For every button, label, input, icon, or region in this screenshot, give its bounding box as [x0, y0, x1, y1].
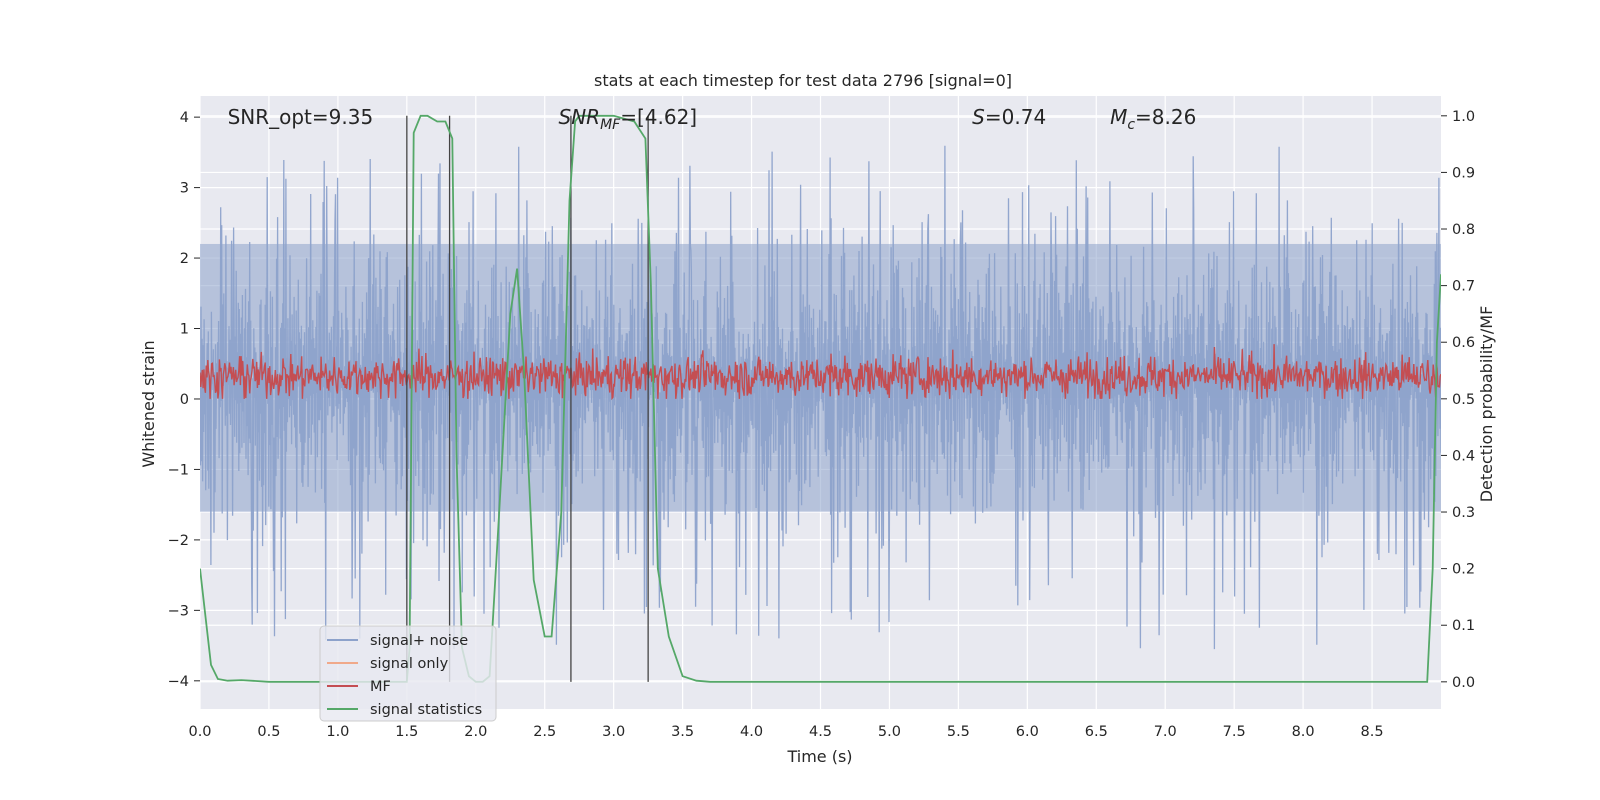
x-tick-label: 1.0 — [326, 724, 349, 740]
y2-tick-label: 0.6 — [1452, 335, 1475, 351]
y-axis-label: Whitened strain — [139, 340, 158, 467]
annotation-s: S=0.74 — [972, 105, 1046, 129]
legend-box — [319, 625, 497, 722]
x-tick-label: 8.0 — [1292, 724, 1315, 740]
y2-tick-label: 0.2 — [1452, 562, 1475, 578]
y2-tick-label: 0.5 — [1452, 392, 1475, 408]
y2-axis-ticks: 1.0 0.9 0.8 0.7 0.6 0.5 0.4 0.3 0.2 0.1 0.0 — [1441, 109, 1475, 691]
x-tick-label: 7.5 — [1223, 724, 1246, 740]
annotation-snr-mf: SNRMF=[4.62] — [559, 105, 698, 133]
x-tick-label: 2.5 — [533, 724, 556, 740]
y-tick-label: 2 — [180, 251, 189, 267]
x-tick-label: 3.5 — [671, 724, 694, 740]
y2-tick-label: 0.3 — [1452, 505, 1475, 521]
x-tick-label: 6.0 — [1016, 724, 1039, 740]
y2-tick-label: 1.0 — [1452, 109, 1475, 125]
x-tick-label: 2.0 — [464, 724, 487, 740]
x-tick-label: 1.5 — [395, 724, 418, 740]
y-tick-label: 1 — [180, 322, 189, 338]
annotations: SNR_opt=9.35 SNRMF=[4.62] S=0.74 Mc=8.26 — [228, 105, 1197, 133]
legend-label-signal-plus-noise: signal+ noise — [370, 633, 468, 649]
y-axis-ticks: 4 3 2 1 0 −1 −2 −3 −4 — [168, 110, 200, 690]
data-layer — [200, 114, 1441, 683]
y-tick-label: 3 — [180, 181, 189, 197]
legend-label-signal-statistics: signal statistics — [370, 702, 482, 718]
x-tick-label: 4.0 — [740, 724, 763, 740]
legend-label-signal-only: signal only — [370, 656, 449, 672]
y-tick-label: −3 — [168, 603, 189, 619]
y-tick-label: 0 — [180, 392, 189, 408]
y2-tick-label: 0.0 — [1452, 675, 1475, 691]
y2-tick-label: 0.8 — [1452, 222, 1475, 238]
x-tick-label: 7.0 — [1154, 724, 1177, 740]
x-tick-label: 6.5 — [1085, 724, 1108, 740]
x-tick-label: 3.0 — [602, 724, 625, 740]
x-tick-label: 8.5 — [1361, 724, 1384, 740]
annotation-snr-opt: SNR_opt=9.35 — [228, 105, 374, 129]
x-tick-label: 0.0 — [188, 724, 211, 740]
y-tick-label: 4 — [180, 110, 189, 126]
legend: signal+ noise signal only MF signal stat… — [319, 625, 497, 722]
x-axis-label: Time (s) — [786, 747, 852, 766]
y2-tick-label: 0.4 — [1452, 448, 1475, 464]
y2-tick-label: 0.1 — [1452, 618, 1475, 634]
x-tick-label: 0.5 — [257, 724, 280, 740]
y-tick-label: −4 — [168, 674, 189, 690]
x-axis-ticks: 0.0 0.5 1.0 1.5 2.0 2.5 3.0 3.5 4.0 4.5 5.0 5.5 6.0 6… — [188, 724, 1383, 740]
x-tick-label: 4.5 — [809, 724, 832, 740]
y2-tick-label: 0.9 — [1452, 165, 1475, 181]
x-tick-label: 5.0 — [878, 724, 901, 740]
y-tick-label: −2 — [168, 533, 189, 549]
chart-title: stats at each timestep for test data 279… — [594, 71, 1012, 90]
y-tick-label: −1 — [168, 462, 189, 478]
y2-axis-label: Detection probability/MF — [1477, 306, 1496, 503]
annotation-mc: Mc=8.26 — [1110, 105, 1196, 133]
legend-label-mf: MF — [370, 679, 391, 695]
x-tick-label: 5.5 — [947, 724, 970, 740]
y2-tick-label: 0.7 — [1452, 279, 1475, 295]
